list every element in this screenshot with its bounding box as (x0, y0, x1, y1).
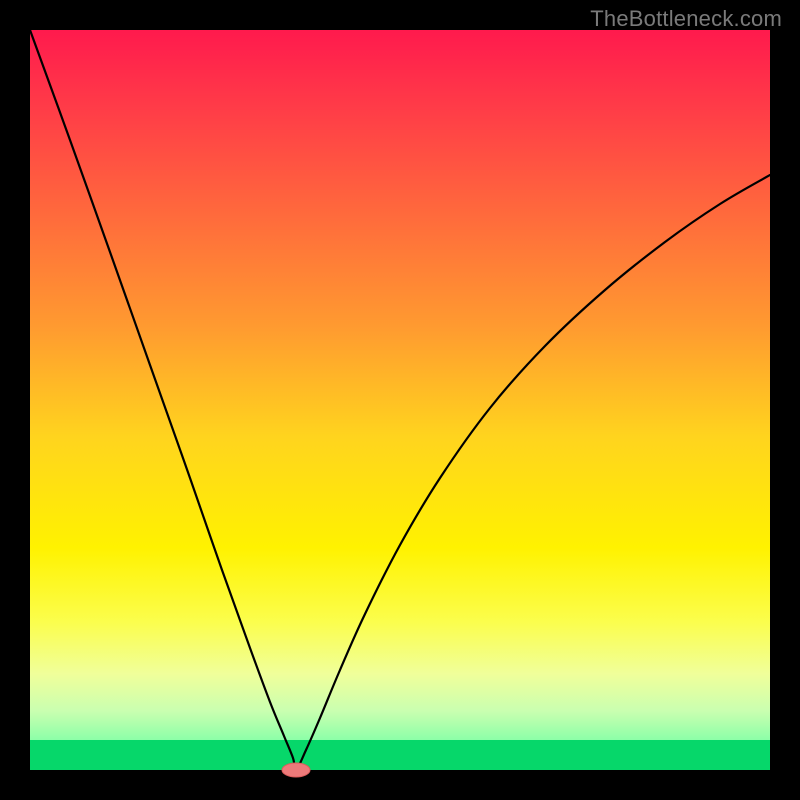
vertex-marker (282, 763, 310, 777)
watermark-text: TheBottleneck.com (590, 6, 782, 32)
gradient-plot-area (30, 30, 770, 770)
bottom-green-band (30, 740, 770, 770)
bottleneck-chart (0, 0, 800, 800)
